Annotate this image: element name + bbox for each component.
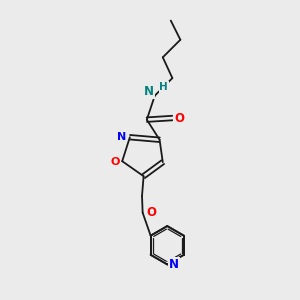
Text: O: O xyxy=(174,112,184,124)
Text: N: N xyxy=(117,132,127,142)
Text: N: N xyxy=(169,258,179,271)
Text: N: N xyxy=(144,85,154,98)
Text: O: O xyxy=(110,157,120,167)
Text: O: O xyxy=(147,206,157,219)
Text: H: H xyxy=(159,82,168,92)
